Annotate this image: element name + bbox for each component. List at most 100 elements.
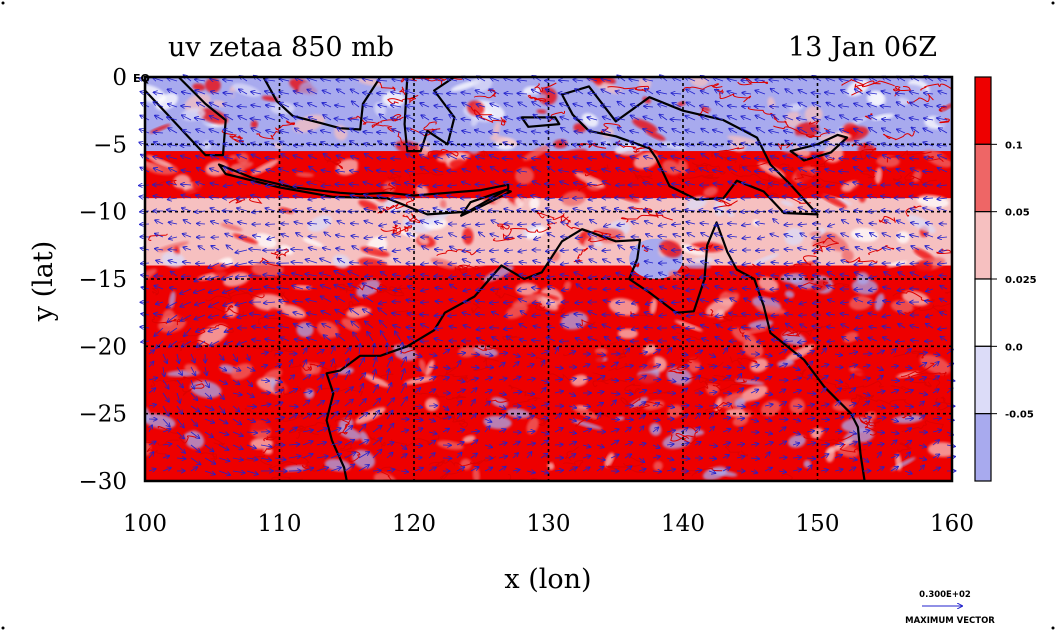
contour-line xyxy=(537,211,569,223)
contour-line xyxy=(451,415,469,428)
contour-line xyxy=(858,416,881,427)
field-patch xyxy=(224,90,240,98)
field-patch xyxy=(741,328,768,335)
contour-line xyxy=(382,182,396,193)
contour-line xyxy=(782,326,823,337)
contour-line xyxy=(695,305,715,317)
field-patch xyxy=(250,120,258,129)
field-patch xyxy=(514,197,524,208)
field-patch xyxy=(571,406,599,420)
contour-line xyxy=(787,323,832,337)
contour-line xyxy=(182,383,205,397)
contour-line xyxy=(473,358,500,372)
field-patch xyxy=(632,118,658,133)
wind-vector xyxy=(895,146,906,147)
field-patch xyxy=(492,121,501,138)
plot-area: EQ xyxy=(133,72,960,483)
equator-label: EQ xyxy=(133,72,150,85)
contour-line xyxy=(512,397,539,406)
field-patch xyxy=(529,197,540,210)
contour-line xyxy=(295,426,319,439)
contour-line xyxy=(693,381,746,392)
field-patch xyxy=(902,290,930,306)
contour-line xyxy=(565,446,580,462)
field-patch xyxy=(841,249,854,263)
contour-line xyxy=(900,362,935,377)
contour-line xyxy=(338,423,348,435)
field-patch xyxy=(788,434,806,448)
chart-subtitle: 13 Jan 06Z xyxy=(788,32,937,63)
contour-line xyxy=(779,163,795,172)
field-patch xyxy=(939,155,952,163)
field-patch xyxy=(858,187,867,203)
contour-line xyxy=(769,192,811,204)
field-patch xyxy=(784,290,795,299)
field-patch xyxy=(743,307,760,321)
field-patch xyxy=(363,373,390,388)
field-patch xyxy=(870,369,900,376)
colorbar-label: 0.025 xyxy=(1005,275,1037,286)
contour-line xyxy=(474,111,507,126)
x-tick-labels: 100 110 120 130 140 150 160 xyxy=(123,511,974,537)
field-patch xyxy=(574,151,592,166)
contour-line xyxy=(890,385,910,391)
wind-vector xyxy=(727,211,738,212)
field-patch xyxy=(593,77,603,86)
contour-line xyxy=(808,120,820,125)
contour-line xyxy=(288,363,312,371)
contour-line xyxy=(812,237,838,247)
contour-line xyxy=(205,292,265,302)
contour-line xyxy=(624,383,642,395)
field-patch xyxy=(658,186,669,195)
colorbar-swatch xyxy=(974,211,992,280)
contour-line xyxy=(270,343,296,357)
wind-vector xyxy=(722,393,731,394)
x-axis-label: x (lon) xyxy=(504,564,591,595)
vector-legend-value: 0.300E+02 xyxy=(919,590,971,600)
contour-line xyxy=(458,264,481,272)
contour-line xyxy=(794,173,841,185)
y-tick-label: 0 xyxy=(112,65,127,91)
field-patch xyxy=(242,420,273,432)
wind-vector xyxy=(350,263,360,264)
contour-line xyxy=(405,296,420,303)
wind-vector xyxy=(603,289,612,290)
contour-line xyxy=(436,249,477,257)
contour-line xyxy=(690,244,714,251)
contour-line xyxy=(507,384,541,400)
x-tick-label: 160 xyxy=(930,511,974,537)
contour-line xyxy=(343,301,361,311)
field-patch xyxy=(358,199,379,211)
colorbar: 0.1 0.05 0.025 0.0 -0.05 xyxy=(974,76,1037,482)
field-patch xyxy=(145,84,166,104)
y-tick-label: −25 xyxy=(78,402,127,428)
wind-vector xyxy=(911,263,920,264)
contour-line xyxy=(527,94,546,102)
field-patch xyxy=(157,241,190,252)
wind-vector xyxy=(348,211,360,212)
field-patch xyxy=(617,328,638,339)
y-tick-label: −20 xyxy=(78,334,127,360)
field-patch xyxy=(784,227,804,246)
y-tick-label: −5 xyxy=(93,132,127,158)
contour-line xyxy=(470,106,492,116)
field-patch xyxy=(780,200,794,207)
contour-line xyxy=(859,168,876,179)
contour-line xyxy=(803,433,855,442)
contour-line xyxy=(901,420,944,432)
field-patch xyxy=(874,293,885,311)
contour-line xyxy=(150,380,156,388)
field-patch xyxy=(672,110,684,127)
field-patch xyxy=(302,237,324,247)
field-patch xyxy=(492,197,520,212)
field-patch xyxy=(192,83,206,91)
field-patch xyxy=(198,324,229,346)
contour-line xyxy=(535,303,565,314)
contour-line xyxy=(270,248,289,259)
contour-line xyxy=(446,371,472,384)
contour-line xyxy=(730,171,776,190)
wind-vector xyxy=(686,276,696,277)
field-patch xyxy=(804,105,823,124)
contour-line xyxy=(244,407,267,416)
colorbar-swatch xyxy=(974,278,992,347)
